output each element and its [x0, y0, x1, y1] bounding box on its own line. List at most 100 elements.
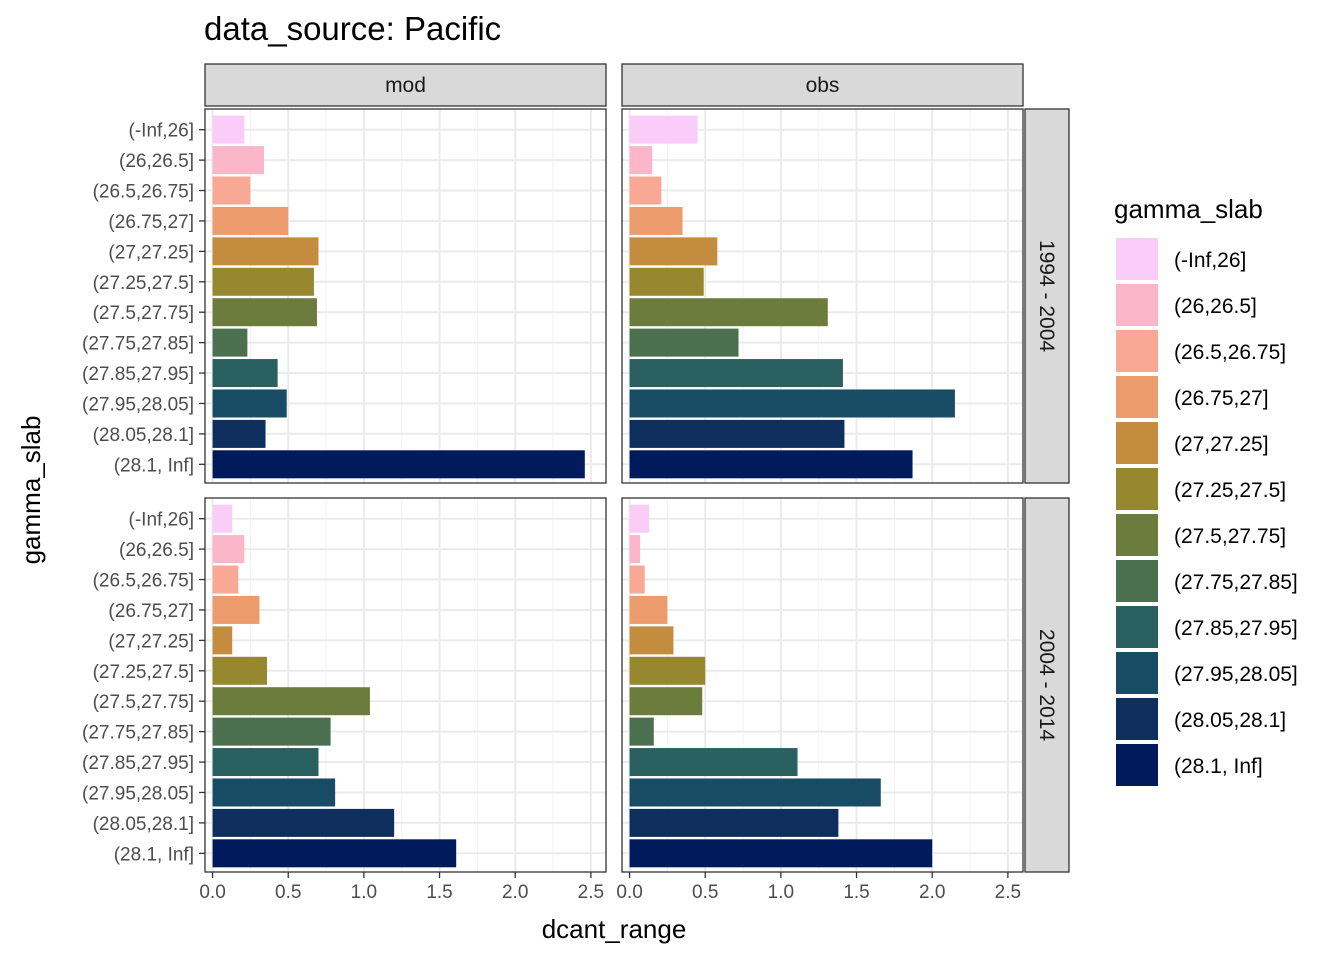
legend-item-28-05-28-1: (28.05,28.1] [1116, 698, 1286, 740]
bar-1994-2004-mod-26-5-26-75 [212, 176, 251, 205]
x-tick-label: 1.5 [843, 882, 869, 903]
legend-label: (26,26.5] [1174, 295, 1257, 318]
y-tick-label: (28.05,28.1] [93, 425, 194, 446]
bar-2004-2014-mod-27-95-28-05 [212, 778, 336, 807]
legend-swatch [1116, 514, 1158, 556]
bar-2004-2014-mod-27-25-27-5 [212, 656, 268, 685]
legend-label: (27.95,28.05] [1174, 663, 1298, 686]
y-tick-label: (27.95,28.05] [82, 394, 194, 415]
legend-label: (-Inf,26] [1174, 249, 1246, 272]
bar-2004-2014-mod-27-27-25 [212, 626, 233, 655]
bar-2004-2014-mod-28-05-28-1 [212, 808, 395, 837]
bar-2004-2014-mod-27-85-27-95 [212, 748, 319, 777]
legend-swatch [1116, 468, 1158, 510]
bar-2004-2014-mod-27-75-27-85 [212, 717, 331, 746]
panel-1994-2004-mod: (-Inf,26] (26,26.5] (26.5,26.75] (26.75,27]… [82, 108, 607, 484]
legend-item-27-5-27-75: (27.5,27.75] [1116, 514, 1286, 556]
legend-swatch [1116, 422, 1158, 464]
panel-border [204, 108, 607, 484]
y-tick-label: (28.05,28.1] [93, 814, 194, 835]
x-tick-label: 2.0 [502, 882, 528, 903]
panel-border [204, 497, 607, 873]
y-tick-label: (27.85,27.95] [82, 753, 194, 774]
col-strip-label-obs: obs [806, 74, 840, 97]
y-tick-label: (27.85,27.95] [82, 364, 194, 385]
bar-1994-2004-mod-27-75-27-85 [212, 328, 248, 357]
y-axis-title: gamma_slab [16, 416, 46, 565]
legend-label: (27.85,27.95] [1174, 617, 1298, 640]
x-tick-label: 0.5 [275, 882, 301, 903]
y-tick-label: (27.75,27.85] [82, 723, 194, 744]
legend-swatch [1116, 606, 1158, 648]
y-tick-label: (26.75,27] [108, 212, 194, 233]
bar-2004-2014-mod-inf-26 [212, 504, 233, 533]
y-tick-label: (27,27.25] [108, 631, 194, 652]
legend-item-27-75-27-85: (27.75,27.85] [1116, 560, 1298, 602]
facet-panels: mod obs 1994 - 2004 2004 - 2014 (-Inf,26] (26… [82, 63, 1070, 903]
bar-2004-2014-mod-26-26-5 [212, 535, 245, 564]
legend-item-27-85-27-95: (27.85,27.95] [1116, 606, 1298, 648]
legend-swatch [1116, 698, 1158, 740]
bar-1994-2004-mod-27-95-28-05 [212, 389, 287, 418]
legend-label: (28.05,28.1] [1174, 709, 1286, 732]
bar-1994-2004-mod-27-5-27-75 [212, 298, 317, 327]
bar-2004-2014-mod-28-1-inf [212, 839, 457, 868]
y-tick-label: (27.95,28.05] [82, 783, 194, 804]
col-strip-obs [621, 63, 1024, 107]
legend-swatch [1116, 744, 1158, 786]
bar-1994-2004-obs-26-26-5 [629, 146, 653, 175]
y-tick-label: (27.25,27.5] [93, 273, 194, 294]
bar-1994-2004-obs-26-75-27 [629, 206, 683, 235]
legend-swatch [1116, 330, 1158, 372]
bar-2004-2014-obs-27-95-28-05 [629, 778, 881, 807]
bar-1994-2004-obs-28-05-28-1 [629, 419, 845, 448]
x-tick-label: 2.5 [995, 882, 1021, 903]
bar-1994-2004-mod-27-27-25 [212, 237, 319, 266]
y-tick-label: (26,26.5] [119, 540, 194, 561]
row-strip-2004-2014 [1024, 497, 1070, 873]
x-axis-title: dcant_range [542, 914, 687, 944]
y-tick-label: (28.1, Inf] [114, 455, 194, 476]
bar-2004-2014-obs-26-5-26-75 [629, 565, 645, 594]
bar-1994-2004-mod-27-25-27-5 [212, 267, 314, 296]
legend-title: gamma_slab [1114, 194, 1263, 224]
bar-1994-2004-mod-28-05-28-1 [212, 419, 266, 448]
row-strip-1994-2004 [1024, 108, 1070, 484]
y-tick-label: (27.5,27.75] [93, 303, 194, 324]
legend-item-inf-26: (-Inf,26] [1116, 238, 1246, 280]
x-tick-label: 0.0 [199, 882, 225, 903]
legend-label: (27.25,27.5] [1174, 479, 1286, 502]
y-tick-label: (-Inf,26] [129, 121, 194, 142]
bar-1994-2004-mod-inf-26 [212, 115, 245, 144]
bar-1994-2004-obs-inf-26 [629, 115, 698, 144]
x-tick-label: 0.0 [616, 882, 642, 903]
y-tick-label: (26.5,26.75] [93, 182, 194, 203]
x-tick-label: 2.0 [919, 882, 945, 903]
bar-1994-2004-obs-27-5-27-75 [629, 298, 828, 327]
bar-1994-2004-obs-27-75-27-85 [629, 328, 739, 357]
bar-2004-2014-obs-27-25-27-5 [629, 656, 706, 685]
y-tick-label: (27.5,27.75] [93, 692, 194, 713]
bar-1994-2004-mod-28-1-inf [212, 450, 585, 479]
col-strip-mod [204, 63, 607, 107]
y-tick-label: (26,26.5] [119, 151, 194, 172]
bar-2004-2014-mod-26-75-27 [212, 595, 260, 624]
y-tick-label: (27,27.25] [108, 242, 194, 263]
legend: (-Inf,26] (26,26.5] (26.5,26.75] (26.75,27]… [1116, 238, 1298, 786]
y-tick-label: (28.1, Inf] [114, 844, 194, 865]
bar-2004-2014-obs-27-5-27-75 [629, 687, 703, 716]
legend-label: (27,27.25] [1174, 433, 1269, 456]
legend-swatch [1116, 376, 1158, 418]
y-tick-label: (26.75,27] [108, 601, 194, 622]
panel-border [621, 497, 1024, 873]
bar-2004-2014-mod-26-5-26-75 [212, 565, 239, 594]
col-strip-label-mod: mod [385, 74, 426, 97]
y-tick-label: (26.5,26.75] [93, 571, 194, 592]
bar-1994-2004-obs-27-27-25 [629, 237, 718, 266]
panel-border [621, 108, 1024, 484]
legend-swatch [1116, 284, 1158, 326]
legend-label: (27.5,27.75] [1174, 525, 1286, 548]
y-tick-label: (27.75,27.85] [82, 334, 194, 355]
bar-1994-2004-mod-27-85-27-95 [212, 359, 278, 388]
